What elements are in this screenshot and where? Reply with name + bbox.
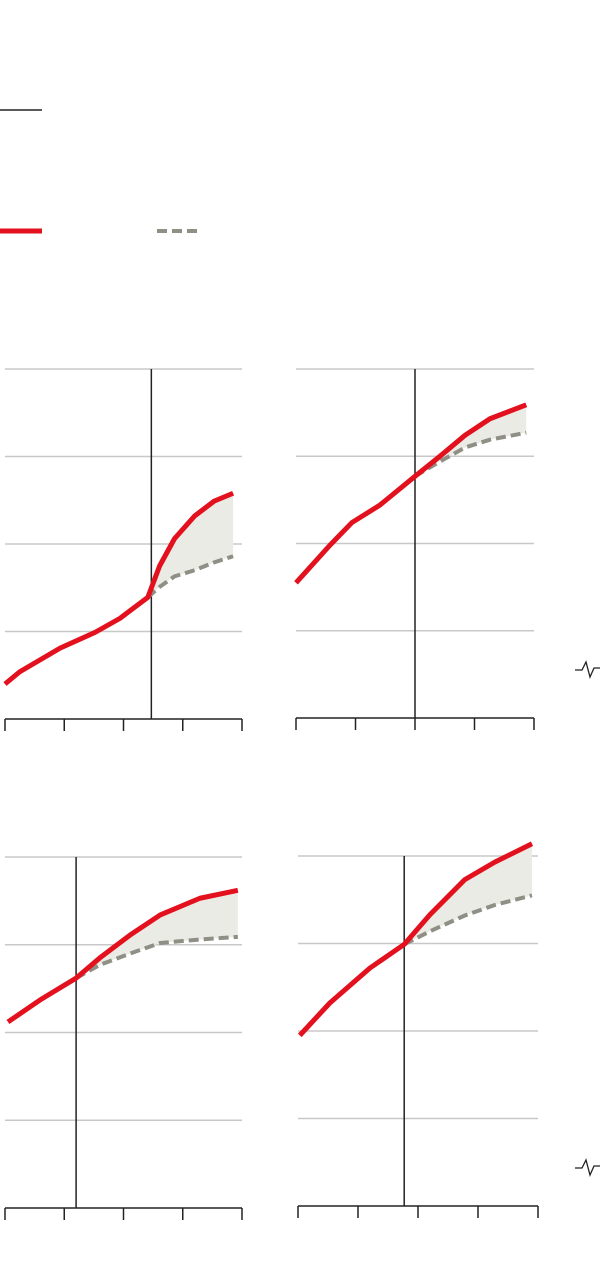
gap-area [147, 493, 234, 598]
icon [575, 660, 600, 679]
series-line [413, 430, 527, 479]
series-line [294, 402, 528, 585]
series-line [75, 934, 238, 980]
series-line [146, 554, 234, 599]
series-line [297, 841, 534, 1038]
icon [575, 1158, 600, 1177]
gap-area [76, 890, 238, 979]
series-line [403, 893, 533, 947]
series-line [6, 887, 239, 1025]
gap-area [404, 843, 532, 945]
series-line [3, 490, 235, 686]
